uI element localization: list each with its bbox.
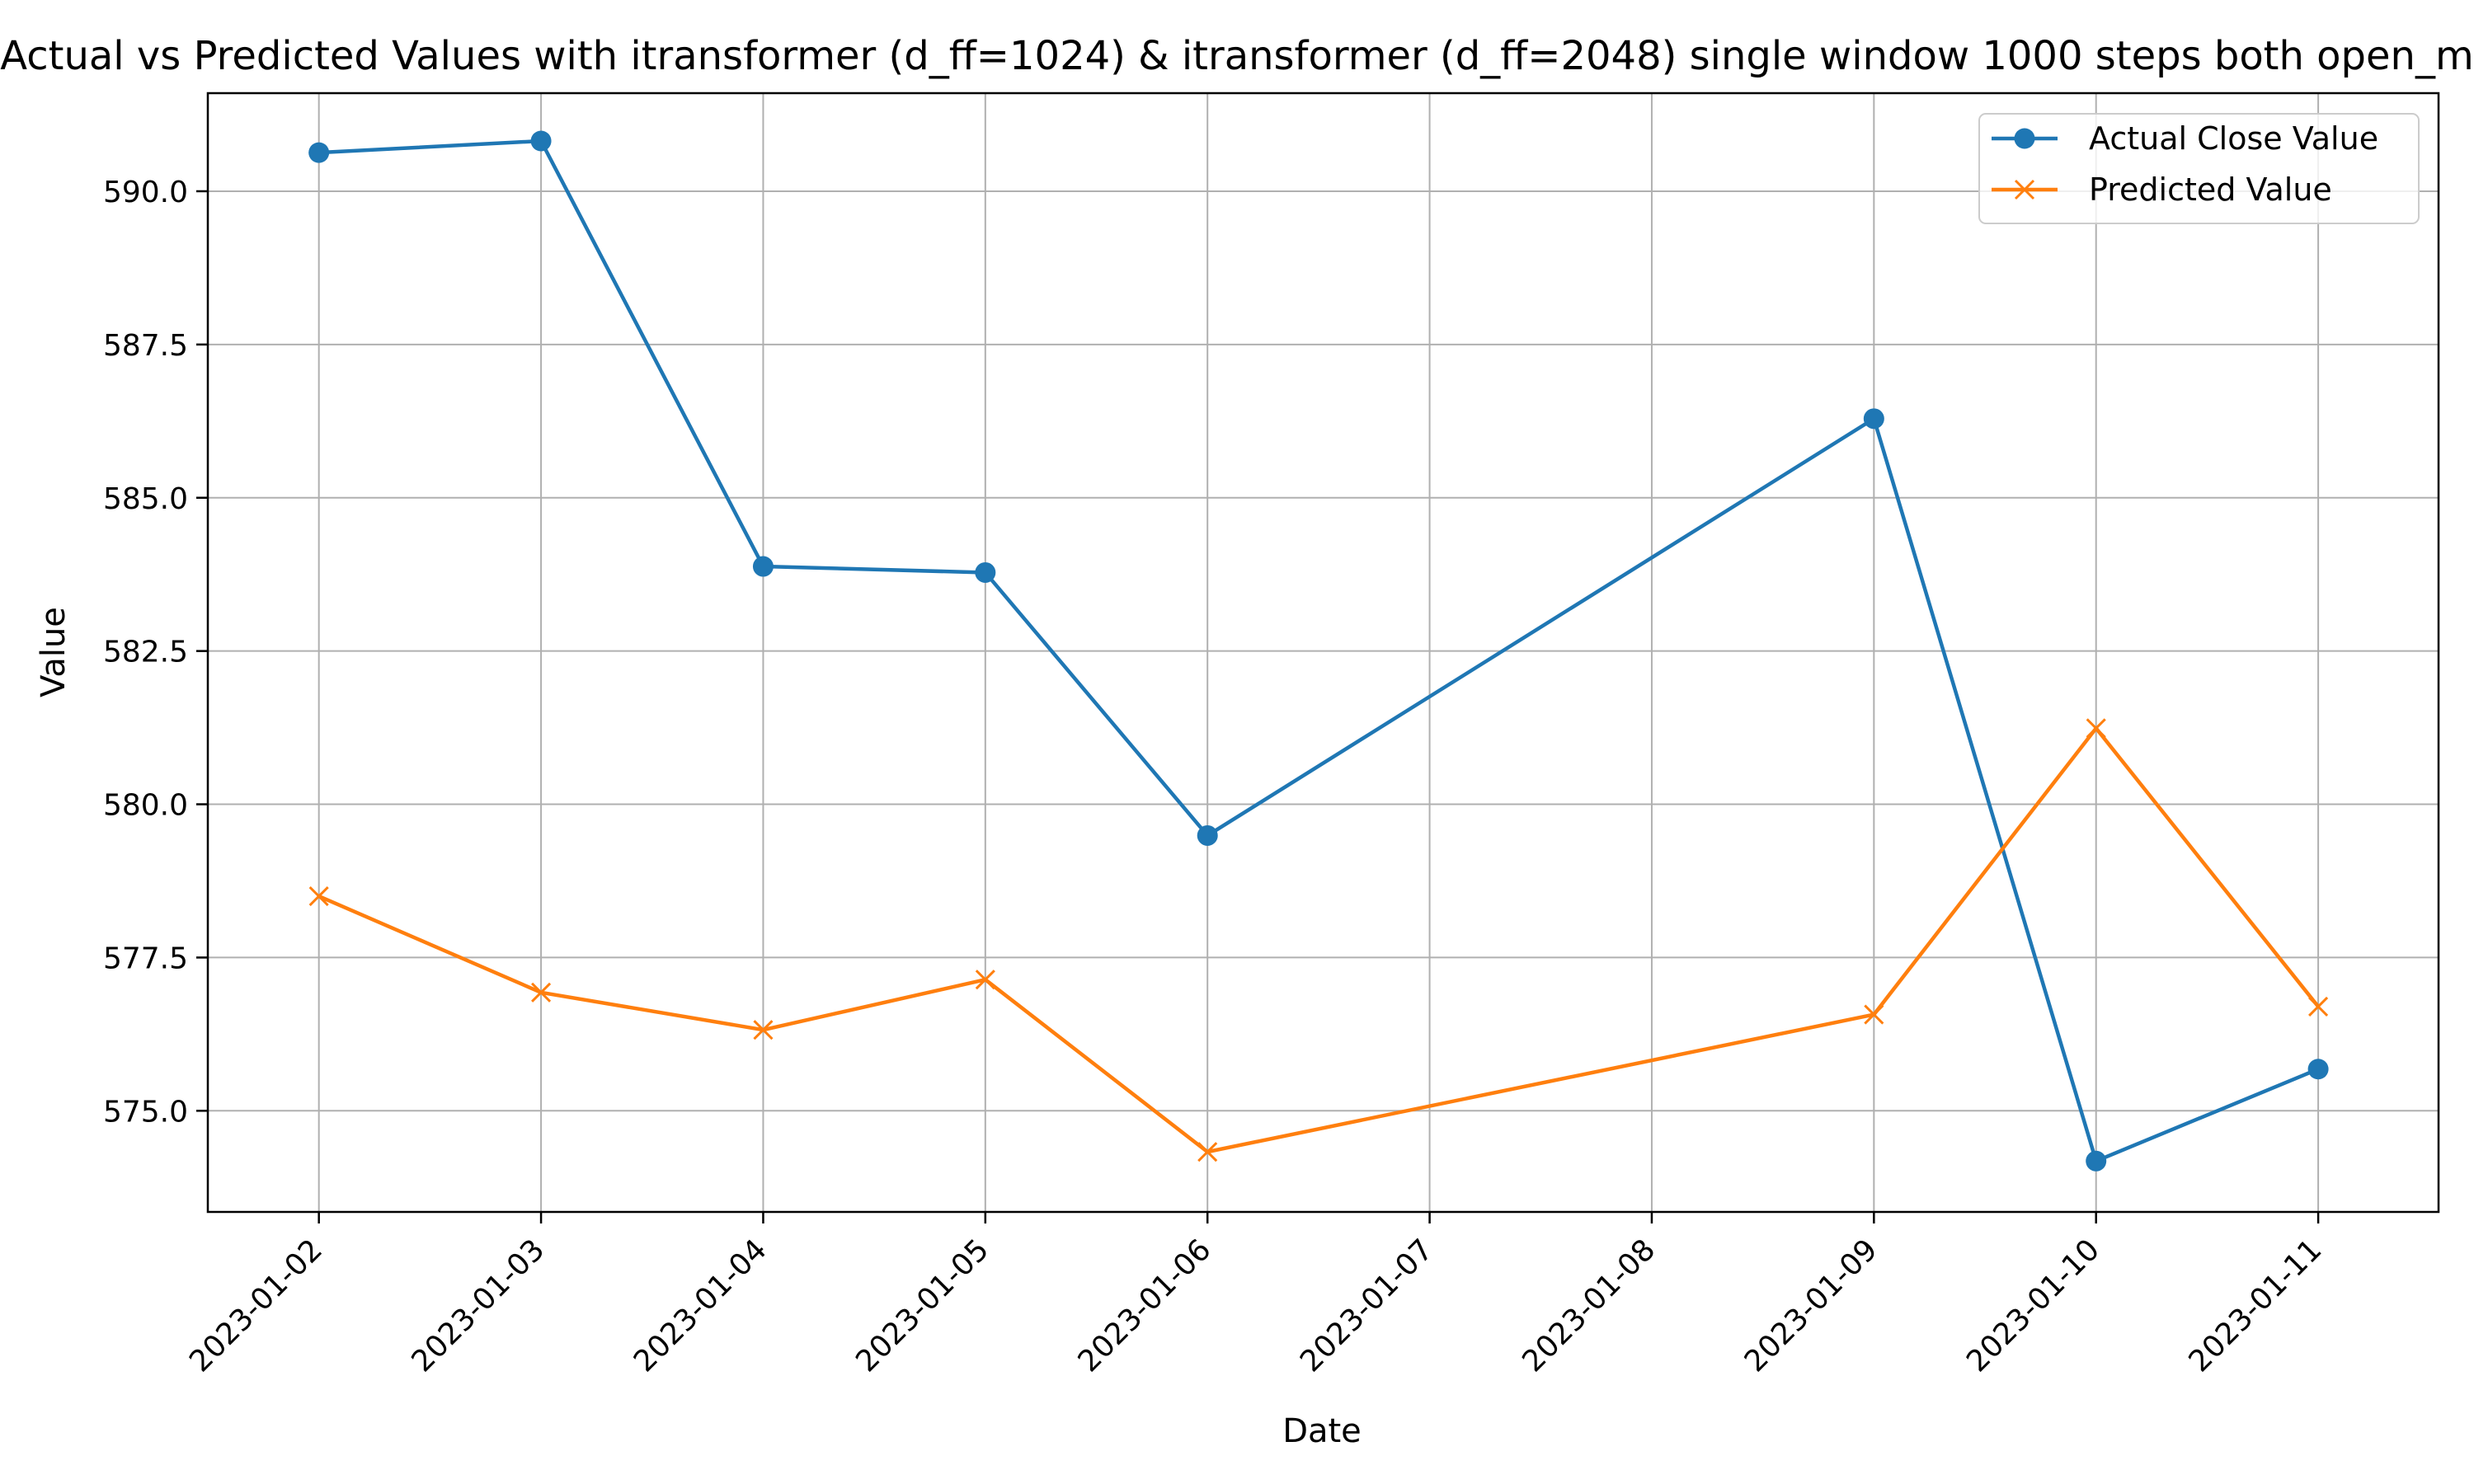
- series-layer: [308, 130, 2329, 1172]
- actual-close-value-point: [1863, 408, 1884, 430]
- y-tick-label: 575.0: [103, 1095, 188, 1129]
- predicted-value-point: [753, 1020, 774, 1040]
- predicted-value-line: [317, 726, 2320, 1154]
- actual-close-value-point: [2307, 1059, 2329, 1080]
- legend-label-predicted-value: Predicted Value: [2089, 171, 2332, 208]
- predicted-value-point: [2308, 996, 2329, 1017]
- predicted-value-point: [308, 886, 329, 907]
- y-tick-label: 585.0: [103, 482, 188, 516]
- actual-close-value-point: [308, 142, 330, 163]
- grid-lines: [208, 93, 2439, 1212]
- predicted-value-point: [2086, 718, 2106, 739]
- actual-close-value-point: [2086, 1150, 2107, 1172]
- actual-close-value-point: [530, 130, 552, 152]
- actual-close-value-point: [975, 561, 996, 583]
- legend-label-actual-close-value: Actual Close Value: [2089, 120, 2378, 157]
- actual-close-value-point: [1197, 824, 1218, 846]
- legend-marker-actual-close-value: [2014, 128, 2035, 149]
- y-tick-label: 590.0: [103, 176, 188, 209]
- y-axis-label: Value: [35, 607, 73, 697]
- y-tick-label: 582.5: [103, 636, 188, 669]
- actual-close-value-point: [752, 556, 774, 577]
- y-tick-label: 580.0: [103, 789, 188, 823]
- y-tick-label: 577.5: [103, 942, 188, 975]
- chart-title: Actual vs Predicted Values with itransfo…: [0, 33, 2473, 79]
- legend: Actual Close Value Predicted Value: [1978, 113, 2420, 224]
- actual-close-value-line: [318, 139, 2319, 1163]
- plot-frame: [206, 92, 2440, 1214]
- predicted-value-series: [308, 718, 2329, 1162]
- predicted-value-point: [1197, 1142, 1218, 1162]
- predicted-value-point: [1864, 1004, 1884, 1025]
- predicted-value-point: [531, 982, 552, 1003]
- y-tick-label: 587.5: [103, 329, 188, 363]
- x-axis-label: Date: [1282, 1412, 1362, 1450]
- actual-close-value-series: [308, 130, 2329, 1172]
- legend-box: [1978, 113, 2420, 224]
- predicted-value-point: [975, 970, 995, 990]
- legend-marker-predicted-value: [2014, 179, 2035, 200]
